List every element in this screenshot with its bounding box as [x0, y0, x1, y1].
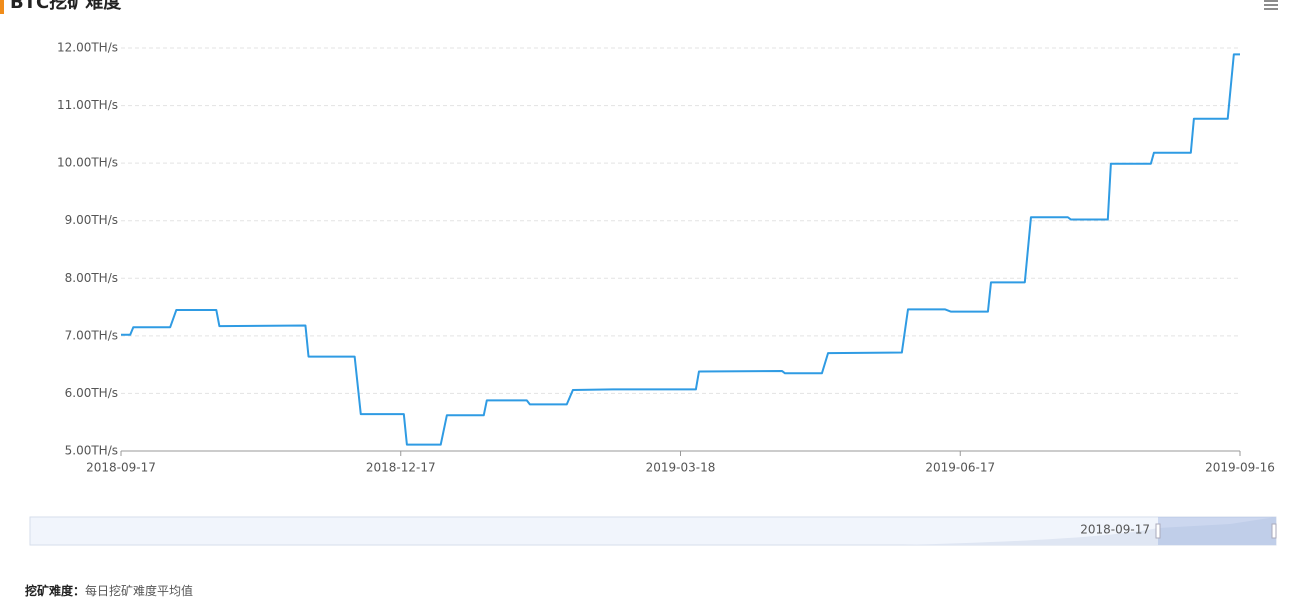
x-tick-label: 2019-03-18	[646, 461, 716, 475]
x-tick-label: 2019-06-17	[925, 461, 995, 475]
zoom-window[interactable]	[1158, 517, 1276, 545]
zoom-label: 2018-09-17	[1080, 523, 1150, 537]
y-tick-label: 8.00TH/s	[65, 271, 118, 285]
y-tick-label: 12.00TH/s	[57, 41, 118, 55]
y-tick-label: 10.00TH/s	[57, 156, 118, 170]
footnote-text: 每日挖矿难度平均值	[85, 583, 193, 598]
data-zoom[interactable]: 2018-09-17	[29, 516, 1277, 546]
y-tick-label: 7.00TH/s	[65, 328, 118, 342]
x-tick-label: 2018-09-17	[86, 461, 156, 475]
footnote-term: 挖矿难度：	[25, 583, 85, 598]
x-tick-label: 2018-12-17	[366, 461, 436, 475]
footnote: 挖矿难度：每日挖矿难度平均值	[25, 583, 193, 598]
zoom-handle[interactable]	[1271, 523, 1277, 539]
data-line	[121, 53, 1240, 446]
zoom-handle[interactable]	[1155, 523, 1161, 539]
y-tick-label: 9.00TH/s	[65, 213, 118, 227]
chart-title: BTC挖矿难度	[10, 0, 122, 13]
x-tick-label: 2019-09-16	[1205, 461, 1275, 475]
y-tick-label: 11.00TH/s	[57, 98, 118, 112]
y-tick-label: 6.00TH/s	[65, 386, 118, 400]
title-accent	[0, 0, 4, 14]
zoom-shadow	[30, 517, 1276, 545]
y-tick-label: 5.00TH/s	[65, 444, 118, 458]
menu-icon[interactable]	[1264, 0, 1278, 10]
